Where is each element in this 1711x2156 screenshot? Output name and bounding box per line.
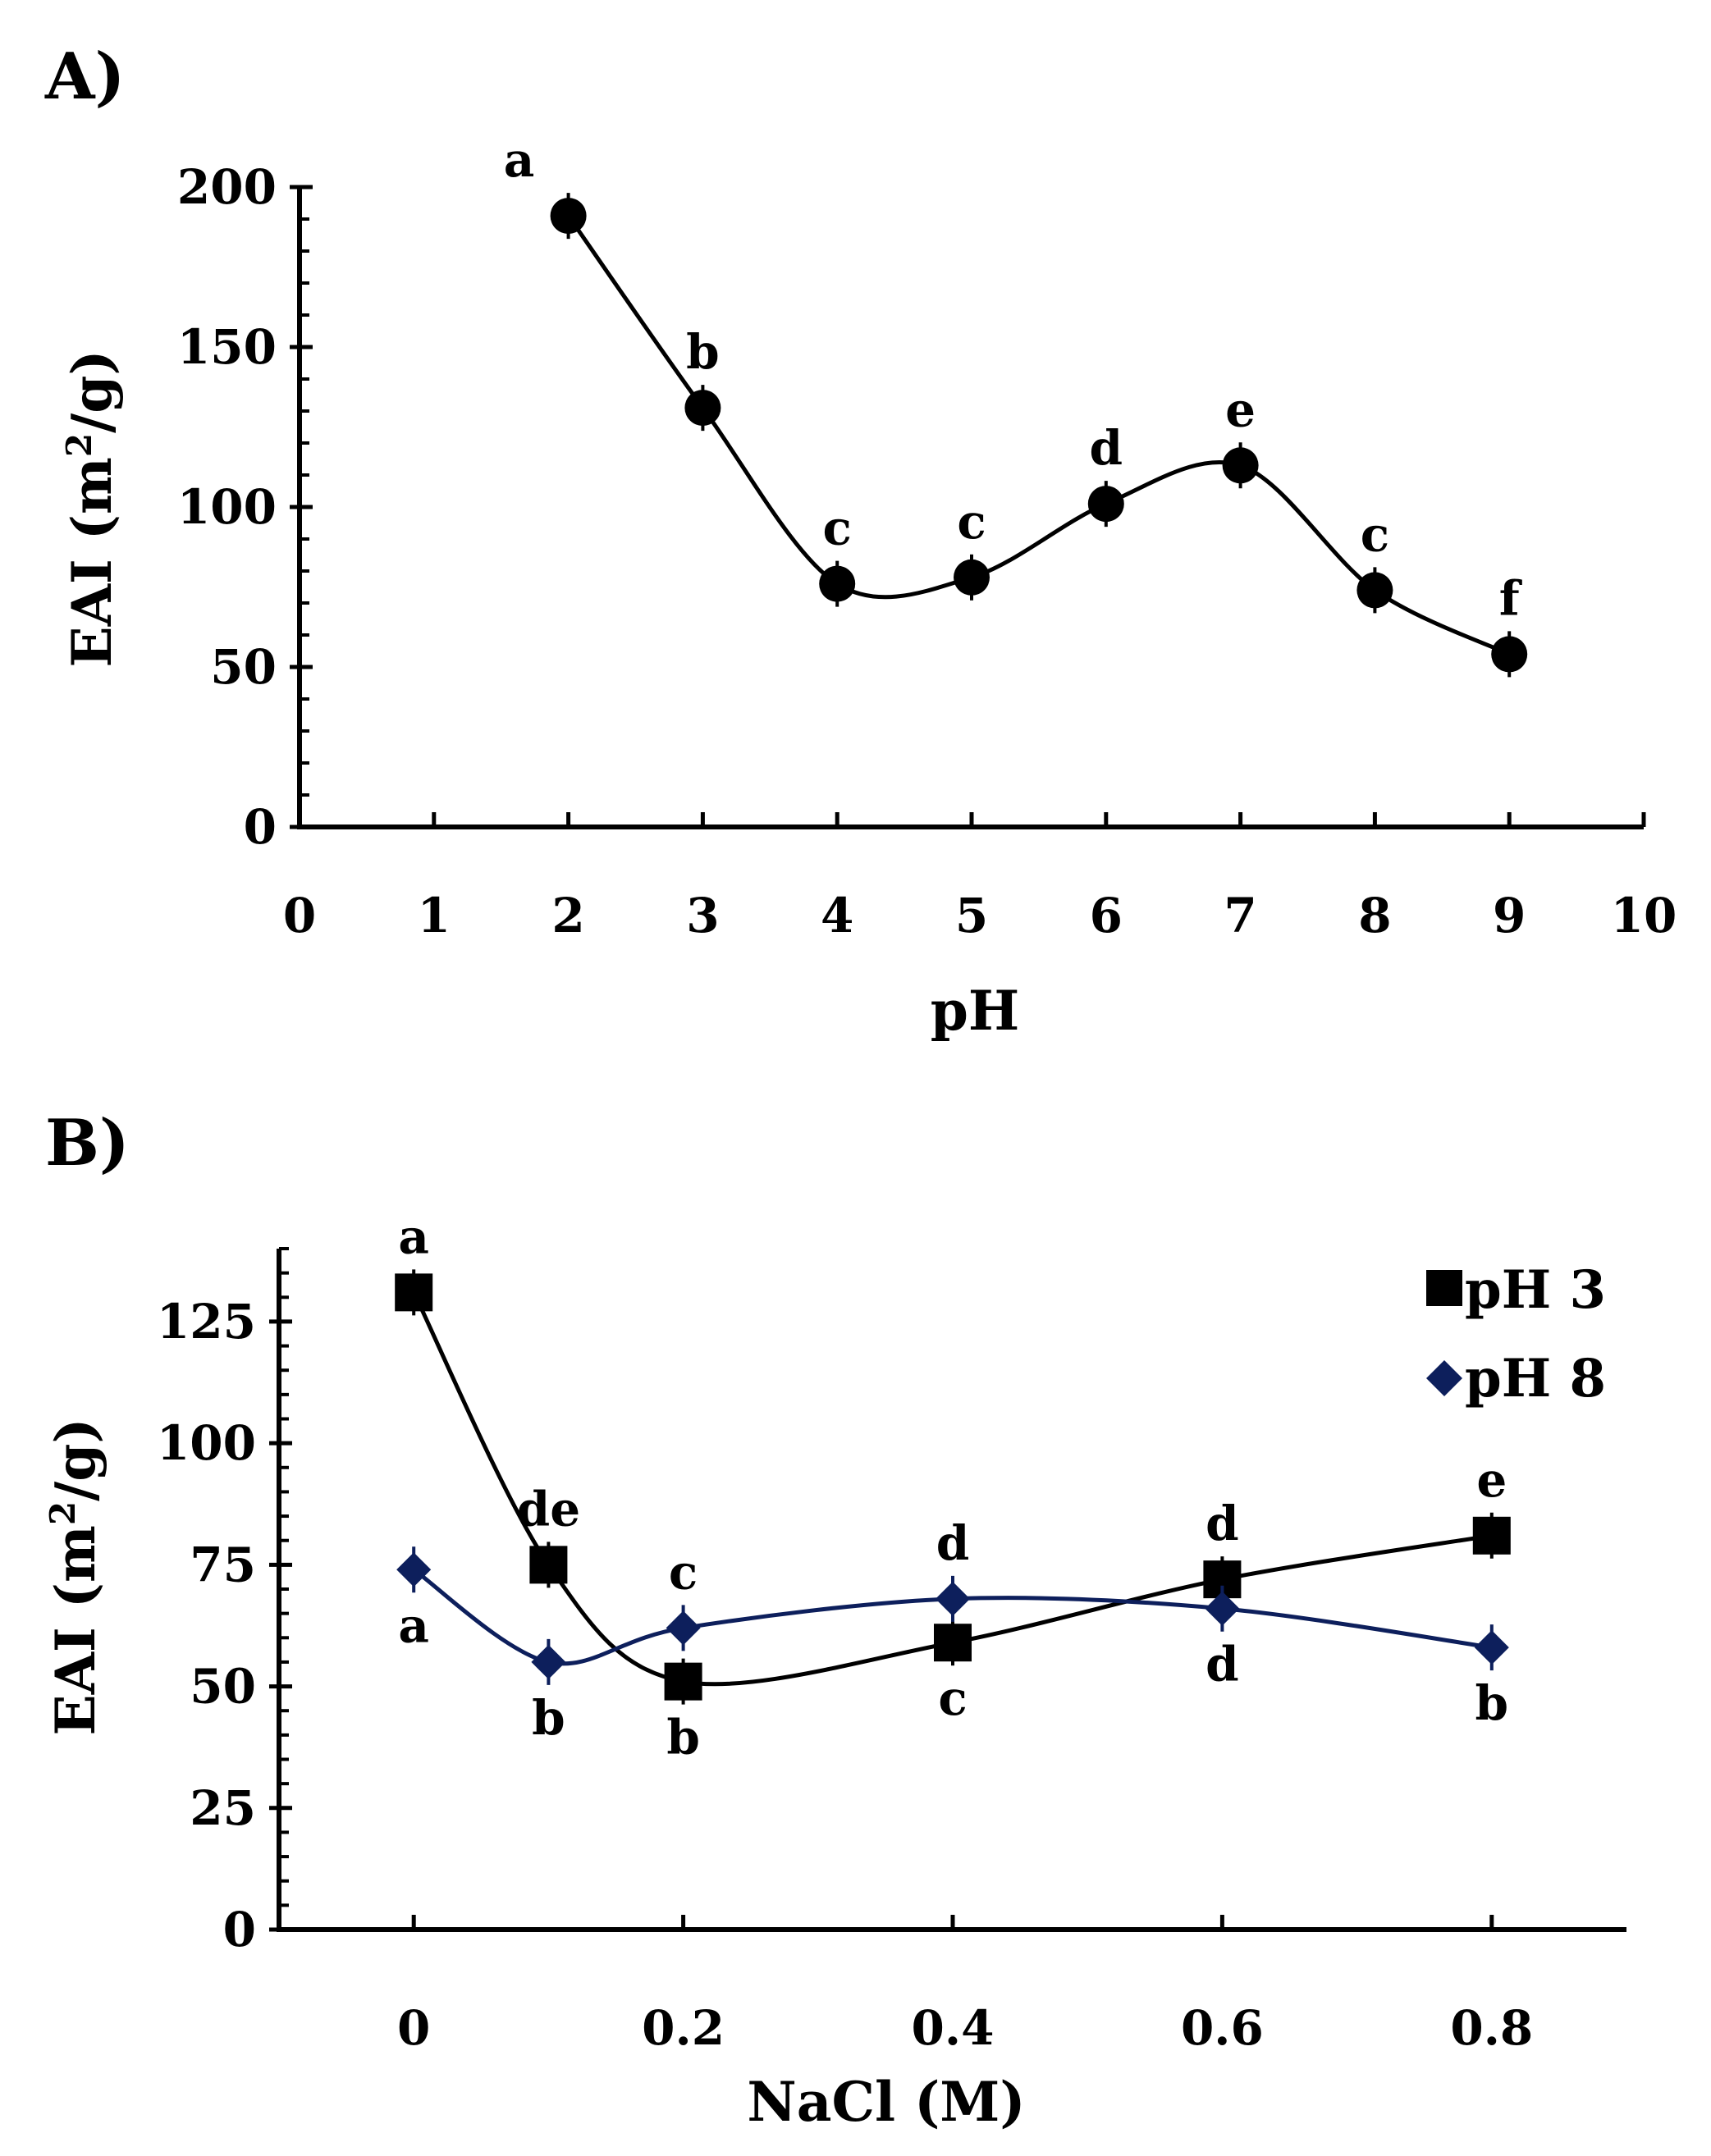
data-point xyxy=(1087,486,1124,523)
significance-letter: c xyxy=(957,494,986,550)
significance-letter: c xyxy=(669,1544,698,1600)
legend-label-ph3: pH 3 xyxy=(1465,1259,1606,1321)
panel-b-x-axis: 0 0.2 0.4 0.6 0.8 xyxy=(277,1915,1626,2056)
significance-letter: c xyxy=(823,500,852,556)
data-point xyxy=(1222,447,1259,484)
significance-letter: a xyxy=(398,1597,429,1653)
x-tick-label: 10 xyxy=(1611,888,1677,943)
significance-letter: b xyxy=(532,1690,565,1746)
panel-a-y-axis: 0 50 100 150 200 xyxy=(177,159,313,855)
x-tick-label: 0.4 xyxy=(912,2000,995,2056)
significance-letter: c xyxy=(938,1670,967,1726)
data-point xyxy=(1205,1591,1240,1626)
data-point xyxy=(396,1552,432,1587)
data-point xyxy=(529,1546,568,1584)
data-point xyxy=(936,1581,970,1616)
x-tick-label: 0 xyxy=(283,888,316,943)
data-point xyxy=(819,565,856,602)
data-point xyxy=(1472,1516,1511,1555)
series-line-0 xyxy=(411,1291,1493,1687)
significance-letter: d xyxy=(1205,1496,1239,1551)
legend-marker-ph8 xyxy=(1426,1360,1462,1396)
panel-b-y-axis: 0 25 50 75 100 125 xyxy=(157,1247,292,1957)
significance-letter: f xyxy=(1499,570,1523,626)
x-tick-label: 0.6 xyxy=(1181,2000,1264,2056)
x-tick-label: 5 xyxy=(955,888,988,943)
panel-b-x-axis-title: NaCl (M) xyxy=(747,2070,1025,2134)
y-tick-label: 50 xyxy=(210,639,277,695)
legend-label-ph8: pH 8 xyxy=(1465,1348,1606,1409)
x-tick-label: 4 xyxy=(821,888,853,943)
y-tick-label: 125 xyxy=(157,1294,256,1350)
significance-letter: e xyxy=(1476,1452,1507,1508)
panel-a-y-axis-title: EAI (m2/g) xyxy=(59,349,124,667)
x-tick-label: 1 xyxy=(418,888,451,943)
significance-letter: b xyxy=(1475,1675,1509,1731)
data-point xyxy=(1356,572,1393,609)
panel-b-legend: pH 3 pH 8 xyxy=(1426,1259,1606,1409)
data-point xyxy=(954,559,990,596)
y-tick-label: 0 xyxy=(244,799,277,855)
x-tick-label: 0.2 xyxy=(642,2000,725,2056)
x-tick-label: 3 xyxy=(686,888,719,943)
significance-letter: d xyxy=(1090,420,1123,476)
x-tick-label: 8 xyxy=(1358,888,1391,943)
x-tick-label: 7 xyxy=(1224,888,1256,943)
panel-a-series: a b c c d e c f xyxy=(504,132,1528,678)
data-point xyxy=(664,1662,702,1701)
data-point xyxy=(550,198,587,235)
data-point xyxy=(1474,1630,1509,1665)
significance-letter: c xyxy=(1361,506,1389,562)
panel-b-y-axis-title: EAI (m2/g) xyxy=(43,1418,108,1735)
significance-letter: a xyxy=(398,1208,429,1264)
panel-a: A) 0 50 100 150 200 0 1 2 3 4 5 6 7 8 9 10 pH EAI (m2/… xyxy=(44,39,1677,1043)
legend-marker-ph3 xyxy=(1426,1270,1462,1306)
y-tick-label: 50 xyxy=(190,1659,256,1715)
data-point xyxy=(531,1644,566,1679)
y-tick-label: 75 xyxy=(190,1537,256,1592)
y-tick-label: 150 xyxy=(177,319,277,375)
data-point xyxy=(934,1624,972,1662)
y-tick-label: 200 xyxy=(177,159,277,215)
significance-letter: e xyxy=(1225,381,1256,437)
data-point xyxy=(684,390,721,427)
y-tick-label: 0 xyxy=(223,1902,256,1957)
significance-letter: b xyxy=(666,1710,700,1765)
significance-letter: b xyxy=(686,324,720,380)
x-tick-label: 2 xyxy=(551,888,584,943)
data-point xyxy=(1491,636,1528,673)
data-point xyxy=(395,1273,433,1312)
x-tick-label: 6 xyxy=(1090,888,1123,943)
panel-a-x-axis-title: pH xyxy=(931,979,1020,1043)
panel-a-x-axis: 0 1 2 3 4 5 6 7 8 9 10 xyxy=(283,812,1677,943)
panel-b-label: B) xyxy=(45,1106,130,1181)
significance-letter: d xyxy=(936,1515,970,1571)
x-tick-label: 0 xyxy=(397,2000,430,2056)
significance-letter: a xyxy=(504,132,535,188)
x-tick-label: 0.8 xyxy=(1450,2000,1533,2056)
y-tick-label: 100 xyxy=(177,479,277,535)
data-point xyxy=(666,1610,701,1646)
y-tick-label: 25 xyxy=(190,1780,256,1836)
significance-letter: d xyxy=(1205,1637,1239,1692)
x-tick-label: 9 xyxy=(1493,888,1526,943)
panel-a-label: A) xyxy=(44,39,125,114)
significance-letter: de xyxy=(517,1481,580,1537)
y-tick-label: 100 xyxy=(157,1415,256,1471)
